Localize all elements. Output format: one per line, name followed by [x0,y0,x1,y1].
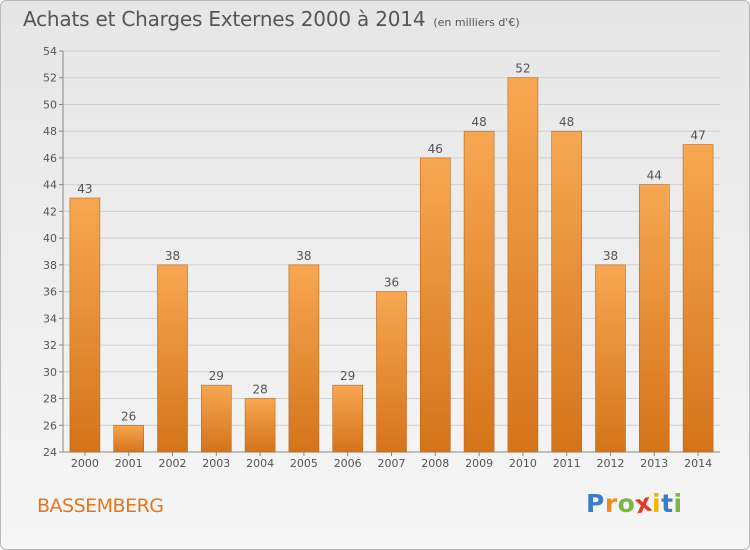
x-tick-label: 2003 [202,457,230,470]
y-tick-label: 36 [43,286,57,299]
data-label: 28 [252,383,267,397]
commune-name: BASSEMBERG [37,495,164,517]
bar [507,77,539,453]
x-tick-label: 2002 [159,457,187,470]
y-tick-label: 46 [43,152,57,165]
y-tick-label: 50 [43,98,57,111]
data-label: 52 [515,62,530,76]
y-tick-label: 24 [43,446,57,459]
bar [595,264,626,453]
x-tick-label: 2007 [378,457,406,470]
bar [376,291,407,453]
data-label: 29 [209,369,224,383]
proxiti-logo[interactable]: Proxiti [586,488,683,520]
y-tick-label: 48 [43,125,57,138]
data-label: 38 [165,249,180,263]
x-tick-label: 2006 [334,457,362,470]
y-tick-label: 38 [43,259,57,272]
data-label: 48 [559,115,574,129]
title-main: Achats et Charges Externes 2000 à 2014 [23,7,426,31]
logo-letter: o [617,489,636,518]
data-label: 26 [121,409,136,423]
x-tick-label: 2011 [553,457,581,470]
x-tick-label: 2009 [465,457,493,470]
logo-letter: r [604,489,618,518]
y-tick-label: 44 [43,179,57,192]
bars [69,77,714,453]
data-label: 38 [296,249,311,263]
y-tick-label: 54 [43,45,57,58]
logo-letter: P [586,489,605,518]
bar [157,264,188,453]
bar [463,130,495,453]
bar [551,130,583,453]
logo-letter: t [661,489,674,518]
y-tick-label: 40 [43,232,57,245]
x-tick-label: 2008 [421,457,449,470]
title-unit: (en milliers d'€) [433,16,520,29]
x-tick-label: 2010 [509,457,537,470]
bar [288,264,320,453]
y-tick-label: 34 [43,312,57,325]
y-tick-label: 28 [43,393,57,406]
labels: 24 26 28 30 32 34 36 38 40 42 44 46 48 50 52 54 2000 43 20… [43,45,712,470]
x-tick-label: 2012 [597,457,625,470]
x-tick-label: 2001 [115,457,143,470]
bar [69,197,101,453]
chart-title: Achats et Charges Externes 2000 à 2014 (e… [23,7,520,31]
data-label: 43 [77,182,92,196]
x-tick-label: 2000 [71,457,99,470]
bar [113,424,144,453]
y-tick-label: 52 [43,72,57,85]
data-label: 44 [647,169,662,183]
bar [638,184,670,453]
y-tick-label: 30 [43,366,57,379]
x-tick-label: 2005 [290,457,318,470]
bar [682,144,714,453]
data-label: 38 [603,249,618,263]
bar [419,157,451,453]
x-tick-label: 2004 [246,457,274,470]
bar [201,384,232,453]
data-label: 36 [384,276,399,290]
data-label: 47 [690,129,705,143]
bar [332,384,364,453]
y-tick-label: 26 [43,419,57,432]
x-tick-label: 2014 [684,457,712,470]
data-label: 48 [471,115,486,129]
y-tick-label: 32 [43,339,57,352]
x-tick-label: 2013 [640,457,668,470]
data-label: 29 [340,369,355,383]
logo-letter: i [673,489,683,518]
y-tick-label: 42 [43,205,57,218]
bar [244,398,276,453]
logo-letter: i [652,489,662,518]
data-label: 46 [428,142,443,156]
